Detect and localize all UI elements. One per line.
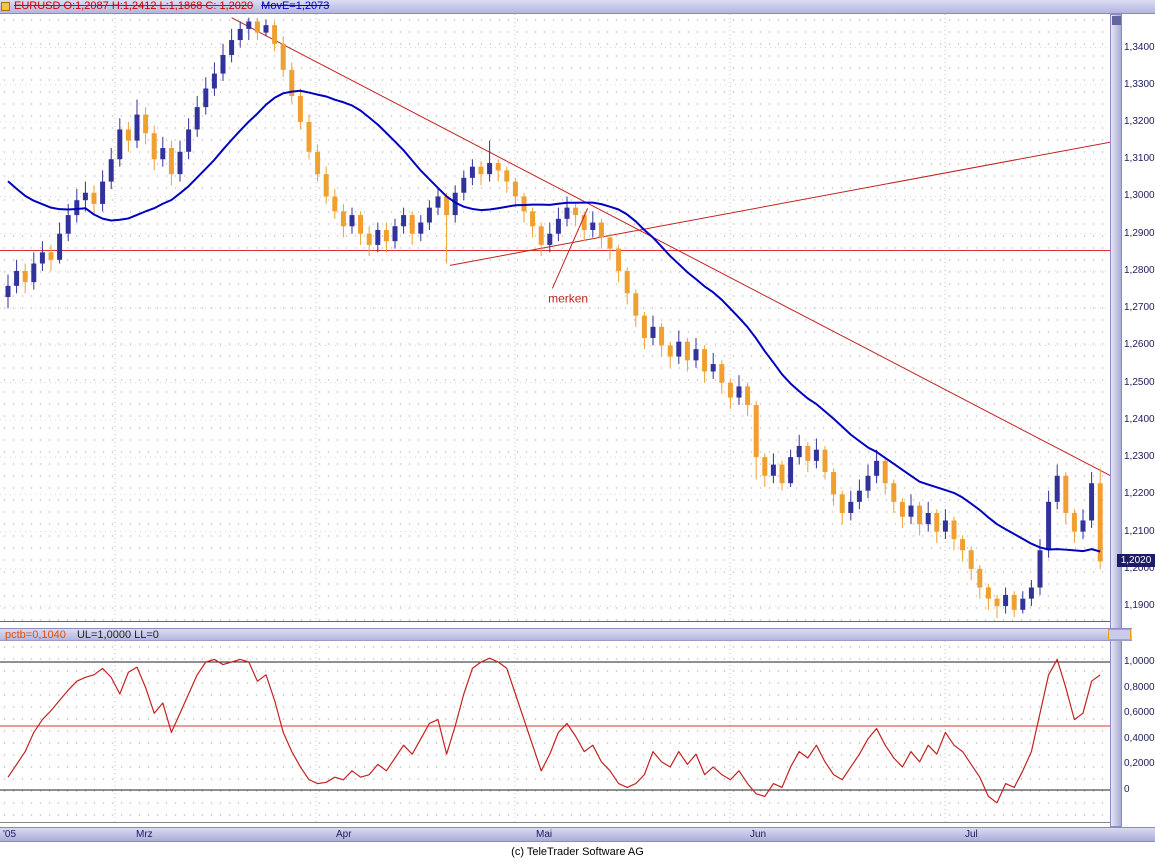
bands-label: UL=1,0000 LL=0 bbox=[76, 629, 159, 641]
indicator-tick-label: 0,4000 bbox=[1124, 732, 1155, 744]
indicator-canvas[interactable] bbox=[0, 641, 1110, 822]
indicator-tick-label: 1,0000 bbox=[1124, 656, 1155, 667]
symbol-ohlc-text: EURUSD O:1,2087 H:1,2412 L:1,1868 C: 1,2… bbox=[14, 0, 254, 12]
price-tick-label: 1,3200 bbox=[1124, 115, 1155, 127]
pctb-line bbox=[7, 657, 1101, 804]
vertical-scrollbar[interactable] bbox=[1110, 14, 1122, 827]
moving-average-label: MovE=1,2073 bbox=[261, 0, 330, 12]
annotation-line bbox=[551, 208, 589, 289]
time-axis-label: Jun bbox=[750, 829, 767, 840]
trendline-down bbox=[231, 17, 1110, 477]
price-tick-label: 1,3100 bbox=[1124, 153, 1155, 165]
footer-copyright: (c) TeleTrader Software AG bbox=[511, 846, 644, 858]
indicator-tick-label: 0,6000 bbox=[1124, 707, 1155, 719]
main-chart-panel[interactable]: merken bbox=[0, 14, 1110, 622]
price-tick-label: 1,2800 bbox=[1124, 264, 1155, 276]
time-axis-label: Jul bbox=[965, 829, 978, 840]
chart-title-bar: EURUSD O:1,2087 H:1,2412 L:1,1868 C: 1,2… bbox=[0, 0, 1155, 14]
indicator-header-bar: pctb=0,1040 UL=1,0000 LL=0 bbox=[0, 628, 1132, 641]
price-tick-label: 1,2300 bbox=[1124, 451, 1155, 463]
price-tick-label: 1,2500 bbox=[1124, 376, 1155, 388]
indicator-collapse-box[interactable] bbox=[1108, 629, 1131, 640]
time-axis-label: Mai bbox=[536, 829, 553, 840]
indicator-axis: 1,0000 0,8000 0,6000 0,4000 0,2000 0 bbox=[1124, 641, 1155, 822]
price-tick-label: 1,2400 bbox=[1124, 413, 1155, 425]
main-chart-canvas[interactable]: merken bbox=[0, 14, 1110, 621]
price-tick-label: 1,3000 bbox=[1124, 190, 1155, 202]
vertical-scrollbar-thumb[interactable] bbox=[1112, 16, 1121, 25]
moving-average-line bbox=[7, 89, 1101, 553]
price-tick-label: 1,2900 bbox=[1124, 227, 1155, 239]
price-tick-label: 1,3400 bbox=[1124, 41, 1155, 53]
price-tick-label: 1,3300 bbox=[1124, 78, 1155, 90]
time-axis-label: Mrz bbox=[136, 829, 153, 840]
instrument-icon bbox=[1, 2, 10, 11]
price-tick-label: 1,2000 bbox=[1124, 562, 1155, 574]
time-axis-label: Apr bbox=[336, 829, 352, 840]
indicator-tick-label: 0,8000 bbox=[1124, 681, 1155, 693]
merken-annotation: merken bbox=[548, 292, 588, 306]
price-tick-label: 1,2600 bbox=[1124, 339, 1155, 351]
price-tick-label: 1,2100 bbox=[1124, 525, 1155, 537]
time-axis[interactable]: '05 Mrz Apr Mai Jun Jul bbox=[0, 827, 1155, 842]
price-tick-label: 1,2700 bbox=[1124, 302, 1155, 314]
last-price-marker: 1,2020 bbox=[1117, 554, 1155, 568]
indicator-panel[interactable] bbox=[0, 641, 1110, 823]
price-tick-label: 1,2200 bbox=[1124, 488, 1155, 500]
time-axis-label: '05 bbox=[3, 829, 17, 840]
indicator-tick-label: 0 bbox=[1124, 784, 1130, 795]
candlestick-series bbox=[5, 17, 1103, 619]
trendline-up bbox=[449, 141, 1110, 266]
indicator-tick-label: 0,2000 bbox=[1124, 758, 1155, 770]
price-tick-label: 1,1900 bbox=[1124, 600, 1155, 612]
price-axis: 1,3400 1,3300 1,3200 1,3100 1,3000 1,2900 1,28… bbox=[1124, 14, 1155, 621]
pctb-value-label: pctb=0,1040 bbox=[5, 629, 66, 641]
